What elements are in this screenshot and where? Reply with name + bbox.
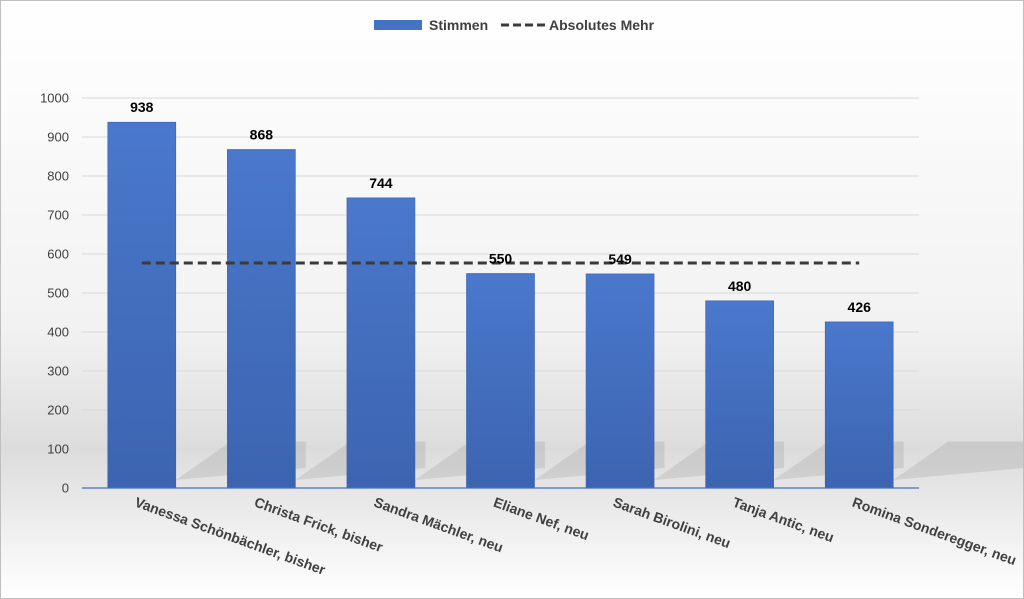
y-tick-label: 600 — [47, 247, 69, 262]
bar — [466, 273, 535, 489]
y-tick-label: 400 — [47, 325, 69, 340]
data-label: 744 — [369, 175, 393, 191]
bar — [107, 121, 177, 489]
data-label: 426 — [848, 299, 872, 315]
y-tick-label: 300 — [47, 364, 69, 379]
bar — [705, 300, 774, 489]
legend-label-absolutes-mehr: Absolutes Mehr — [549, 17, 655, 33]
bar — [585, 273, 655, 489]
legend: Stimmen Absolutes Mehr — [374, 17, 655, 33]
bars — [107, 121, 894, 489]
y-tick-label: 200 — [47, 403, 69, 418]
bar — [346, 197, 416, 489]
legend-swatch-stimmen — [374, 20, 422, 30]
bar — [824, 321, 894, 489]
data-label: 868 — [250, 126, 274, 142]
legend-label-stimmen: Stimmen — [429, 17, 488, 33]
y-tick-label: 700 — [47, 208, 69, 223]
bar-shadow — [893, 441, 1023, 480]
y-tick-label: 800 — [47, 169, 69, 184]
y-tick-label: 0 — [62, 481, 69, 496]
data-label: 938 — [130, 99, 154, 115]
y-tick-label: 1000 — [40, 91, 69, 106]
data-label: 480 — [728, 278, 752, 294]
data-label: 550 — [489, 251, 513, 267]
y-tick-label: 900 — [47, 130, 69, 145]
bar — [227, 149, 296, 489]
y-tick-label: 100 — [47, 442, 69, 457]
y-tick-label: 500 — [47, 286, 69, 301]
data-label: 549 — [608, 251, 632, 267]
